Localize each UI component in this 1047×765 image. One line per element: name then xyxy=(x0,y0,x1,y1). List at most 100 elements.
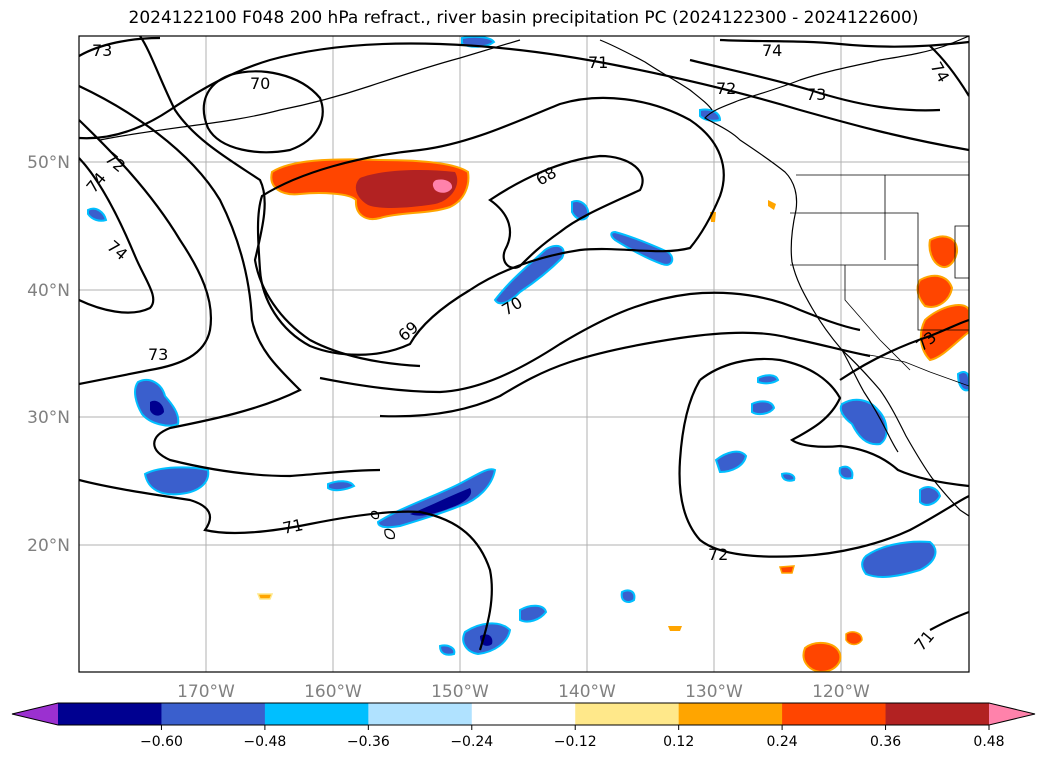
contour-68-center xyxy=(488,154,644,269)
lat-label: 20°N xyxy=(27,536,70,556)
precip-area-central-east-1 xyxy=(714,450,748,474)
border-ca-nv xyxy=(844,265,911,371)
precip-core-gulf-alaska xyxy=(355,170,458,208)
lon-label: 160°W xyxy=(304,682,362,702)
colorbar-tick-label: 0.48 xyxy=(973,734,1004,750)
precip-peak-gulf-alaska xyxy=(432,179,453,193)
colorbar-tick-label: −0.12 xyxy=(554,734,597,750)
contour-71-south xyxy=(79,478,493,651)
lon-labels: 170°W 160°W 150°W 140°W 130°W 120°W xyxy=(177,682,870,702)
contour-label: 72 xyxy=(716,79,736,98)
contour-73-north-right xyxy=(689,58,941,112)
contour-label: 71 xyxy=(588,53,608,72)
colorbar-bin xyxy=(471,703,576,725)
contour-label: 72 xyxy=(708,545,728,564)
contour-label: 73 xyxy=(806,85,826,104)
political-borders xyxy=(790,174,969,387)
contour-71-baja xyxy=(839,318,969,381)
coastline-alaska-south xyxy=(99,39,521,141)
precip-area-central-east-3 xyxy=(757,374,780,385)
colorbar-extend-min xyxy=(12,703,58,725)
contour-label: 71 xyxy=(281,515,305,538)
lon-label: 170°W xyxy=(177,682,235,702)
contour-71-north xyxy=(139,36,421,368)
refractivity-contours xyxy=(79,36,969,651)
contour-72-west xyxy=(79,85,381,478)
coastline-hawaii-1 xyxy=(384,528,395,540)
precip-area-far-east xyxy=(956,371,969,392)
contour-74-edge xyxy=(929,45,969,97)
contour-71-band xyxy=(379,331,871,418)
precip-area-northeast-pacific xyxy=(610,230,674,266)
colorbar-tick-label: −0.60 xyxy=(140,734,183,750)
precip-speck-1 xyxy=(256,593,274,600)
coastline-north-america xyxy=(704,36,969,517)
lon-label: 130°W xyxy=(685,682,743,702)
border-idaho xyxy=(884,175,919,265)
precip-area-mexico-coast xyxy=(919,486,942,506)
map-panel xyxy=(79,36,969,672)
precip-positive-areas xyxy=(256,158,969,672)
colorbar-tick-label: −0.36 xyxy=(347,734,390,750)
colorbar-tick-label: −0.48 xyxy=(243,734,286,750)
precip-speck-2 xyxy=(668,626,682,631)
contour-72-southeast xyxy=(699,357,969,488)
colorbar-outline xyxy=(11,702,1036,726)
contour-label: 73 xyxy=(92,41,112,60)
precip-area-central-east-6 xyxy=(327,480,356,492)
contour-label: 74 xyxy=(762,41,782,60)
colorbar: −0.60 −0.48 −0.36 −0.24 −0.12 0.12 0.24 0.36 0.4… xyxy=(11,702,1036,750)
map-frame xyxy=(78,35,970,673)
colorbar-tick-label: 0.24 xyxy=(767,734,798,750)
contour-69-inner xyxy=(256,96,725,356)
lat-label: 30°N xyxy=(27,408,70,428)
border-az xyxy=(954,225,969,279)
contour-label: 70 xyxy=(250,74,270,93)
colorbar-bin xyxy=(782,703,887,725)
precip-area-west-south xyxy=(143,466,210,496)
lon-label: 120°W xyxy=(812,682,870,702)
contour-71-southeast xyxy=(929,610,969,631)
precip-area-socal xyxy=(919,304,969,362)
precip-area-hawaii-east xyxy=(438,644,456,656)
colorbar-tick-label: 0.36 xyxy=(870,734,901,750)
precip-area-west-edge xyxy=(87,207,108,222)
colorbar-tick-label: 0.12 xyxy=(663,734,694,750)
precip-speck-4 xyxy=(845,631,863,646)
contour-73-west xyxy=(79,119,212,386)
precip-core-west-central xyxy=(150,400,164,416)
colorbar-extend-max xyxy=(989,703,1035,725)
precip-area-central-east-5 xyxy=(519,604,548,623)
map-title: 2024122100 F048 200 hPa refract., river … xyxy=(128,8,919,28)
contour-73-northwest xyxy=(79,36,161,57)
precip-speck-3 xyxy=(778,565,796,574)
lon-label: 150°W xyxy=(431,682,489,702)
precip-area-east-small-2 xyxy=(780,472,796,482)
lon-label: 140°W xyxy=(558,682,616,702)
colorbar-bin xyxy=(161,703,266,725)
colorbar-bin xyxy=(368,703,473,725)
precip-speck-6 xyxy=(768,200,776,210)
colorbar-bin xyxy=(885,703,990,725)
contour-74-top-right xyxy=(719,38,969,48)
coastline-hawaii-2 xyxy=(370,510,380,520)
contour-70-loop xyxy=(202,70,324,154)
contour-72-north xyxy=(79,42,969,152)
colorbar-bin xyxy=(58,703,162,725)
colorbar-bin xyxy=(264,703,369,725)
precip-area-mexico-south xyxy=(802,642,842,672)
colorbar-bin xyxy=(678,703,783,725)
precip-area-north-coast xyxy=(571,200,590,221)
lat-labels: 50°N 40°N 30°N 20°N xyxy=(27,153,70,556)
precip-area-central-east-2 xyxy=(751,400,776,416)
contour-74-west xyxy=(79,157,155,314)
border-nv-ut xyxy=(917,265,969,331)
precip-area-central-north-pacific xyxy=(493,244,565,305)
contour-label: 73 xyxy=(148,345,168,364)
colorbar-tick-label: −0.24 xyxy=(450,734,493,750)
precip-area-pnw-coast xyxy=(928,235,959,268)
contour-72-southeast-lower xyxy=(678,379,969,558)
precip-core-subtropical-band xyxy=(410,488,472,516)
contour-70-band xyxy=(319,291,861,394)
